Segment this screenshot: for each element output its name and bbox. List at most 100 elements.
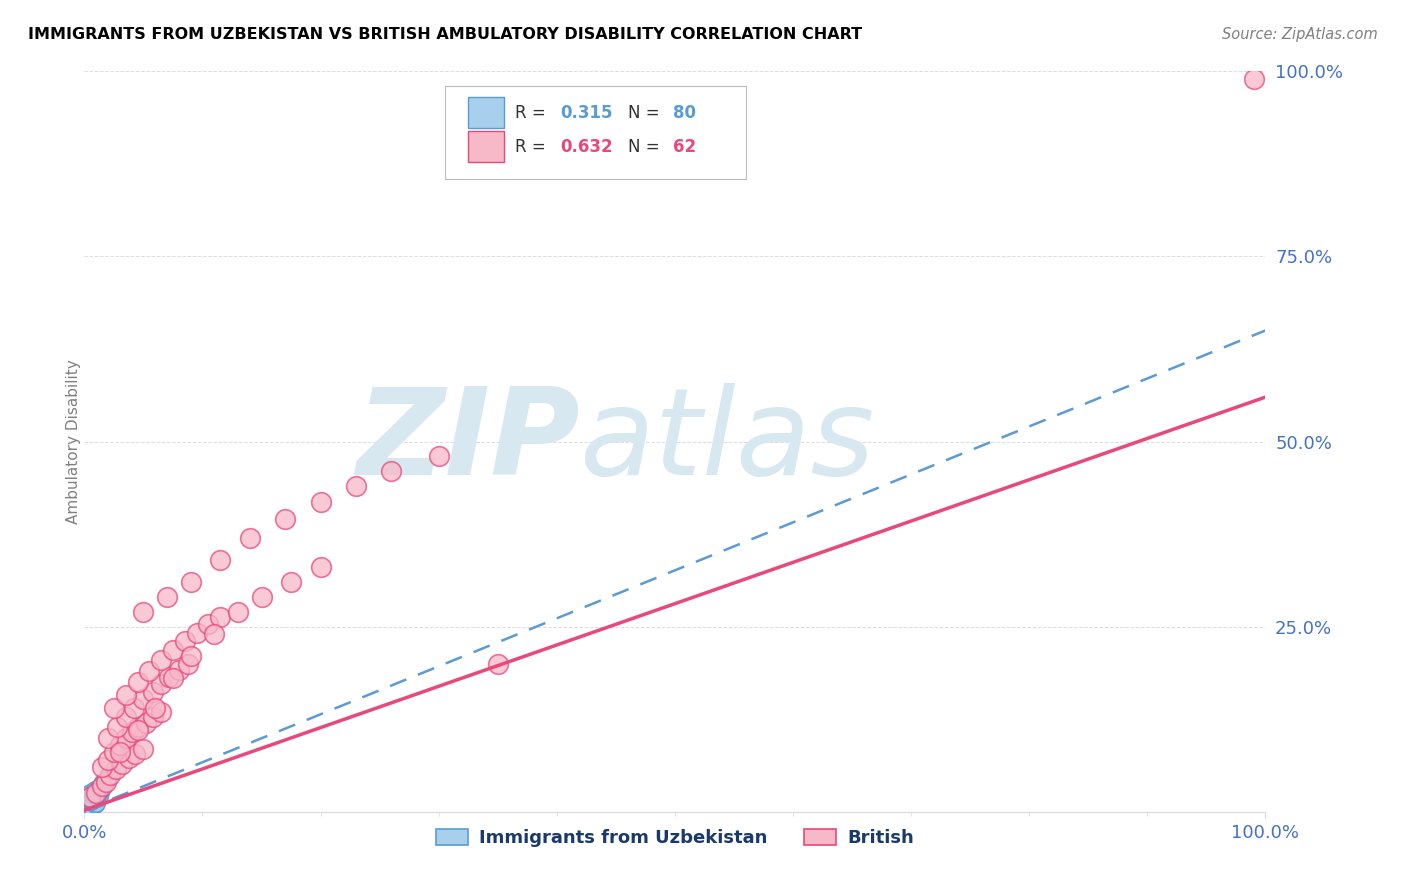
Point [77, 793, 100, 807]
Point [77, 796, 100, 810]
Point [79, 786, 101, 800]
Point [280, 575, 302, 590]
Point [77, 795, 100, 809]
Point [84, 789, 107, 804]
Point [84, 794, 107, 808]
Point [162, 672, 184, 686]
Point [91, 760, 114, 774]
Point [84, 791, 107, 805]
Point [135, 715, 157, 730]
Point [105, 762, 128, 776]
Point [97, 753, 120, 767]
Y-axis label: Ambulatory Disability: Ambulatory Disability [66, 359, 80, 524]
Point [87, 789, 110, 804]
Point [97, 772, 120, 786]
Point [150, 677, 173, 691]
Point [86, 789, 108, 804]
Point [91, 779, 114, 793]
Point [86, 785, 108, 799]
Point [80, 793, 103, 807]
Point [143, 701, 166, 715]
Point [83, 784, 105, 798]
Point [80, 794, 103, 808]
Point [226, 605, 249, 619]
Point [83, 787, 105, 801]
Point [111, 756, 134, 771]
Point [118, 751, 141, 765]
Point [84, 782, 107, 797]
Point [89, 782, 111, 797]
Point [167, 663, 190, 677]
Point [83, 793, 105, 807]
Point [80, 798, 103, 813]
Point [274, 512, 297, 526]
Point [86, 791, 108, 805]
Point [84, 789, 107, 803]
Point [79, 798, 101, 813]
Point [138, 664, 160, 678]
Point [142, 685, 165, 699]
Point [380, 464, 402, 478]
Text: R =: R = [516, 138, 551, 156]
Point [87, 786, 110, 800]
Point [1243, 71, 1265, 86]
Point [84, 793, 107, 807]
Point [79, 796, 101, 810]
Point [87, 788, 110, 802]
Point [80, 797, 103, 812]
Point [127, 675, 149, 690]
Text: N =: N = [627, 138, 665, 156]
Text: 0.632: 0.632 [561, 138, 613, 156]
Point [157, 670, 180, 684]
Point [77, 800, 100, 814]
Point [250, 590, 273, 604]
Point [87, 783, 110, 797]
Point [90, 780, 112, 794]
Point [156, 590, 179, 604]
Point [80, 796, 103, 810]
Point [122, 701, 145, 715]
Point [103, 701, 125, 715]
Point [132, 692, 155, 706]
Point [79, 792, 101, 806]
Point [77, 797, 100, 811]
Point [150, 705, 173, 719]
Point [83, 791, 105, 805]
Point [83, 789, 105, 804]
Point [80, 793, 103, 807]
Point [86, 785, 108, 799]
Bar [468, 97, 503, 128]
Point [114, 731, 136, 745]
Point [82, 791, 104, 805]
Point [124, 747, 146, 761]
Point [91, 779, 114, 793]
Point [77, 791, 100, 805]
Point [79, 789, 101, 804]
Point [84, 787, 107, 801]
Point [83, 787, 105, 801]
Point [202, 627, 225, 641]
Point [86, 791, 108, 805]
Text: IMMIGRANTS FROM UZBEKISTAN VS BRITISH AMBULATORY DISABILITY CORRELATION CHART: IMMIGRANTS FROM UZBEKISTAN VS BRITISH AM… [28, 27, 862, 42]
Point [79, 789, 101, 804]
Point [77, 789, 100, 804]
Point [142, 710, 165, 724]
Point [121, 724, 143, 739]
Point [86, 789, 108, 803]
Point [84, 797, 107, 812]
Point [87, 784, 110, 798]
Point [82, 794, 104, 808]
Text: 80: 80 [672, 103, 696, 122]
Text: R =: R = [516, 103, 551, 122]
Point [82, 789, 104, 804]
Legend: Immigrants from Uzbekistan, British: Immigrants from Uzbekistan, British [429, 822, 921, 855]
Point [84, 794, 107, 808]
Point [486, 657, 509, 671]
Point [82, 793, 104, 807]
Point [77, 797, 100, 812]
Text: atlas: atlas [581, 383, 876, 500]
FancyBboxPatch shape [444, 87, 745, 178]
Point [82, 789, 104, 803]
Point [173, 634, 195, 648]
Point [186, 625, 208, 640]
